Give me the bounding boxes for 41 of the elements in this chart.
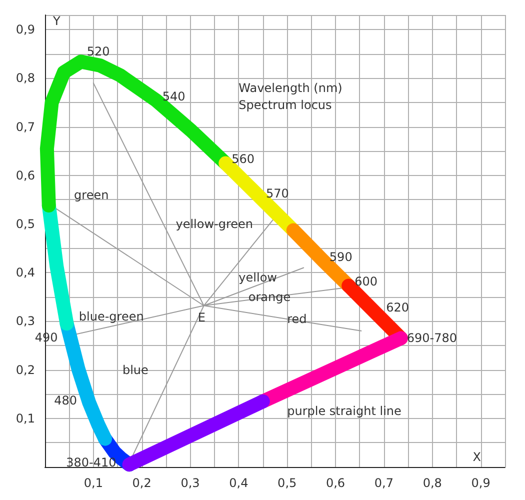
x-tick-label: 0,1	[84, 476, 103, 490]
y-tick-label: 0,4	[16, 266, 35, 280]
x-axis-title: X	[472, 450, 481, 464]
annotation: 600	[354, 274, 378, 289]
annotation: 380-410	[66, 456, 116, 470]
x-tick-label: 0,2	[132, 476, 152, 490]
annotation: 620	[386, 300, 409, 314]
x-tick-label: 0,9	[471, 476, 490, 490]
y-tick-label: 0,7	[16, 120, 35, 134]
x-tick-label: 0,3	[180, 476, 200, 490]
x-tick-label: 0,8	[422, 476, 442, 490]
annotation: 480	[54, 393, 78, 408]
annotation: green	[74, 188, 109, 202]
annotation: 690-780	[406, 331, 458, 346]
y-tick-label: 0,5	[16, 216, 35, 231]
annotation: blue-green	[78, 309, 144, 324]
y-tick-label: 0,1	[16, 411, 35, 426]
x-tick-label: 0,5	[278, 476, 297, 490]
y-tick-label: 0,3	[16, 314, 35, 328]
annotation: blue	[122, 362, 148, 377]
annotation: 520	[86, 44, 110, 59]
annotation: Wavelength (nm)	[238, 80, 342, 95]
annotation: yellow	[238, 270, 278, 284]
x-tick-label: 0,4	[229, 476, 248, 490]
annotation: orange	[248, 290, 291, 304]
x-tick-label: 0,7	[374, 476, 394, 490]
y-axis-title: Y	[52, 14, 61, 28]
annotation: 590	[329, 250, 352, 264]
annotation: 560	[232, 152, 255, 166]
annotation: purple straight line	[287, 404, 402, 418]
y-tick-label: 0,6	[16, 168, 35, 182]
annotation: E	[198, 310, 206, 325]
annotation: yellow-green	[176, 216, 254, 231]
y-tick-label: 0,8	[16, 71, 35, 86]
annotation: red	[287, 312, 307, 326]
annotation: Spectrum locus	[238, 98, 332, 112]
y-tick-label: 0,2	[16, 362, 35, 377]
annotation: 570	[266, 186, 289, 200]
y-tick-label: 0,9	[16, 22, 35, 37]
annotation: 540	[162, 90, 186, 104]
x-tick-label: 0,6	[326, 476, 346, 490]
